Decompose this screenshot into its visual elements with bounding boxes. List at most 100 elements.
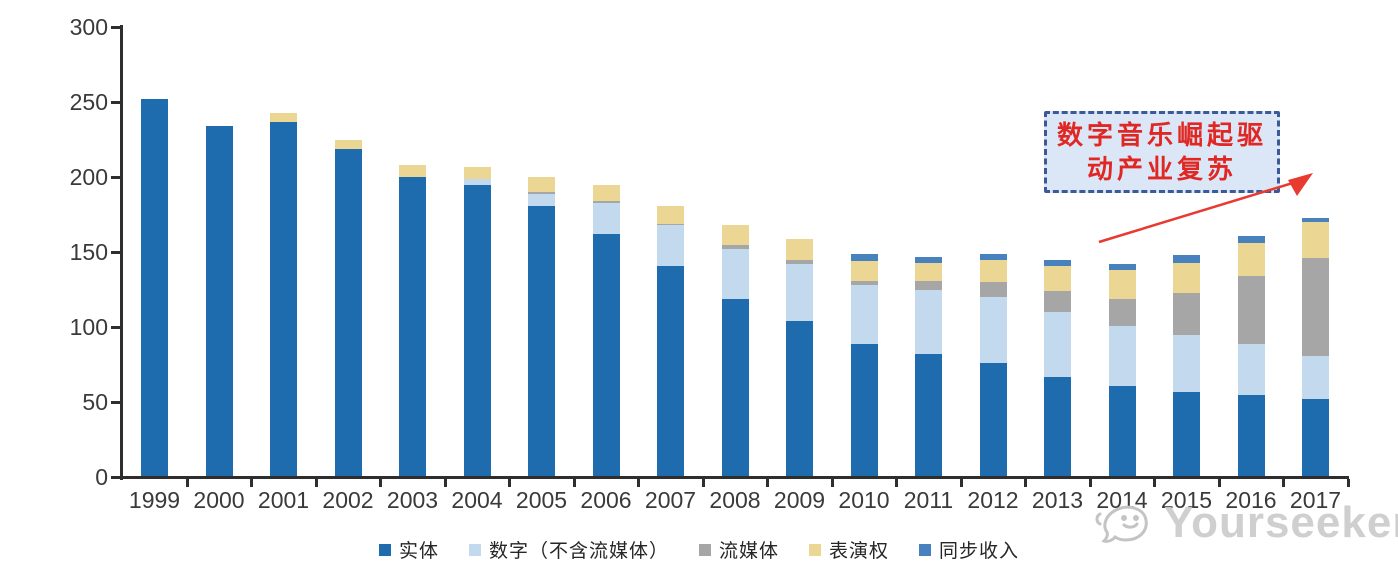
bar-segment: [1237, 343, 1265, 395]
x-axis-tick: [314, 479, 318, 487]
bar-segment: [1044, 259, 1071, 266]
bar-segment: [1173, 292, 1200, 335]
watermark: Yourseeker: [1094, 496, 1398, 550]
y-axis-tick: [111, 251, 121, 254]
bar-segment: [1108, 325, 1136, 386]
bar-segment: [399, 165, 426, 177]
x-axis-label: 2006: [580, 487, 632, 513]
legend-swatch-icon: [919, 543, 932, 556]
bar-segment: [786, 321, 813, 477]
legend-label: 表演权: [829, 541, 890, 562]
annotation-callout: 数字音乐崛起驱 动产业复苏: [1044, 111, 1280, 193]
bar-segment: [592, 184, 620, 201]
bar-segment: [1237, 276, 1265, 344]
x-axis-tick: [1153, 479, 1156, 487]
bar-segment: [1044, 376, 1071, 477]
bar-segment: [657, 265, 684, 477]
x-axis-tick: [1282, 479, 1285, 487]
bar-segment: [1302, 258, 1329, 356]
y-axis-label: 200: [69, 164, 108, 190]
bar-segment: [979, 297, 1007, 363]
legend-label: 流媒体: [718, 541, 779, 562]
x-axis-tick: [443, 479, 447, 487]
x-axis-label: 2003: [386, 487, 439, 513]
bar-segment: [850, 280, 878, 285]
x-axis-tick: [250, 479, 253, 487]
bar-segment: [979, 253, 1007, 260]
y-axis-label: 150: [69, 239, 108, 265]
bar-segment: [592, 234, 620, 477]
y-axis-label: 250: [69, 89, 108, 115]
bar-segment: [657, 205, 684, 224]
bar-segment: [1173, 255, 1200, 263]
bar-segment: [721, 249, 749, 299]
legend: 实体 数字（不含流媒体） 流媒体 表演权 同步收入: [0, 536, 1398, 563]
x-axis-tick: [1024, 479, 1027, 487]
x-axis-label: 2009: [773, 487, 826, 513]
x-axis-label: 2016: [1225, 487, 1277, 513]
x-axis-label: 2005: [515, 487, 568, 513]
x-axis-tick: [379, 479, 382, 487]
y-axis-label: 0: [95, 464, 108, 490]
x-axis-tick: [1217, 479, 1221, 487]
y-axis-tick: [111, 26, 121, 29]
bar-segment: [721, 298, 749, 477]
bar-segment: [528, 193, 555, 206]
bar-segment: [141, 99, 168, 477]
annotation-text-line1: 数字音乐崛起驱: [1056, 120, 1267, 150]
bar-segment: [657, 223, 684, 225]
bar-segment: [850, 253, 878, 261]
y-axis-tick: [111, 476, 121, 479]
bar-segment: [1173, 391, 1200, 477]
bar-segment: [1044, 265, 1071, 291]
y-axis-tick: [111, 401, 121, 404]
bar-segment: [1108, 264, 1136, 270]
bar-segment: [528, 205, 555, 477]
x-axis-label: 2000: [193, 487, 245, 513]
bar-segment: [1237, 235, 1265, 243]
bar-segment: [399, 177, 426, 477]
x-axis-tick: [1088, 479, 1092, 487]
bar-segment: [270, 112, 297, 122]
bar-segment: [786, 238, 813, 260]
y-axis-label: 100: [69, 314, 108, 340]
legend-item: 实体: [378, 536, 439, 563]
bar-segment: [1108, 270, 1136, 299]
legend-swatch-icon: [698, 543, 711, 556]
legend-item: 同步收入: [919, 536, 1019, 563]
x-axis-label: 2017: [1289, 487, 1342, 513]
bar-segment: [1044, 312, 1071, 377]
legend-label: 实体: [398, 541, 439, 562]
bar-segment: [915, 262, 942, 281]
bar-segment: [979, 282, 1007, 297]
x-axis-tick: [185, 479, 189, 487]
legend-label: 同步收入: [939, 541, 1020, 562]
bar-segment: [786, 264, 813, 321]
bar-segment: [1237, 394, 1265, 477]
y-axis: [120, 25, 123, 480]
watermark-logo-icon: [1095, 505, 1148, 543]
y-axis-tick: [111, 176, 121, 179]
y-axis-tick: [111, 326, 121, 329]
x-axis-label: 2010: [838, 487, 890, 513]
bar-segment: [463, 184, 491, 477]
legend-label: 数字（不含流媒体）: [488, 541, 669, 562]
x-axis-label: 2015: [1160, 487, 1213, 513]
bar-segment: [657, 225, 684, 266]
legend-item: 流媒体: [698, 536, 779, 563]
x-axis-tick: [895, 479, 898, 487]
x-axis-label: 2001: [257, 487, 310, 513]
bar-segment: [463, 166, 491, 179]
bar-segment: [592, 202, 620, 234]
y-axis-label: 300: [69, 14, 108, 40]
bar-segment: [528, 177, 555, 192]
x-axis: [120, 476, 1349, 479]
x-axis-label: 2002: [322, 487, 374, 513]
x-axis-label: 2011: [903, 487, 954, 513]
bar-segment: [1173, 334, 1200, 392]
bar-segment: [721, 244, 749, 249]
x-axis-tick: [1346, 479, 1350, 487]
bar-segment: [1108, 385, 1136, 477]
bar-segment: [850, 343, 878, 477]
